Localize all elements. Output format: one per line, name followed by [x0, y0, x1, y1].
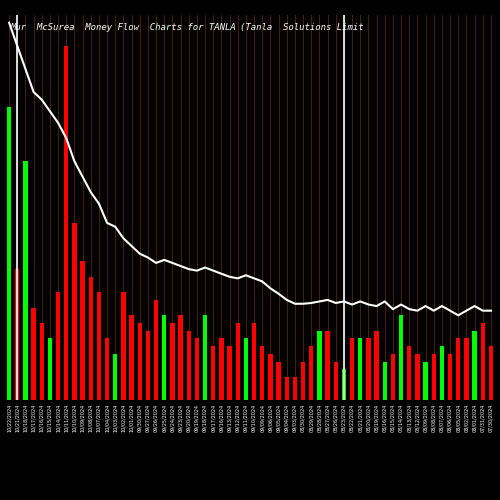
Text: (Tanla  Solutions Limit: (Tanla Solutions Limit [240, 22, 364, 32]
Bar [219, 338, 224, 400]
Bar [56, 292, 60, 400]
Bar [432, 354, 436, 400]
Bar [7, 108, 12, 400]
Bar [105, 338, 110, 400]
Bar [424, 362, 428, 400]
Bar [260, 346, 264, 400]
Bar [178, 316, 183, 400]
Bar [350, 338, 354, 400]
Bar [480, 323, 485, 400]
Bar [194, 338, 199, 400]
Bar [366, 338, 370, 400]
Bar [64, 46, 68, 400]
Bar [48, 338, 52, 400]
Bar [80, 262, 85, 400]
Bar [399, 316, 404, 400]
Bar [146, 330, 150, 400]
Bar [138, 323, 142, 400]
Bar [472, 330, 477, 400]
Bar [252, 323, 256, 400]
Bar [276, 362, 281, 400]
Text: Mur  McSurea  Money Flow  Charts for TANLA: Mur McSurea Money Flow Charts for TANLA [10, 22, 235, 32]
Bar [121, 292, 126, 400]
Bar [268, 354, 272, 400]
Bar [72, 223, 76, 400]
Bar [23, 162, 28, 400]
Bar [382, 362, 387, 400]
Bar [390, 354, 395, 400]
Bar [464, 338, 468, 400]
Bar [96, 292, 101, 400]
Bar [186, 330, 191, 400]
Bar [334, 362, 338, 400]
Bar [113, 354, 117, 400]
Bar [15, 269, 20, 400]
Bar [301, 362, 306, 400]
Bar [374, 330, 379, 400]
Bar [228, 346, 232, 400]
Bar [407, 346, 412, 400]
Bar [88, 277, 93, 400]
Bar [415, 354, 420, 400]
Bar [130, 316, 134, 400]
Bar [358, 338, 362, 400]
Bar [244, 338, 248, 400]
Bar [440, 346, 444, 400]
Bar [40, 323, 44, 400]
Bar [211, 346, 216, 400]
Bar [236, 323, 240, 400]
Bar [170, 323, 174, 400]
Bar [326, 330, 330, 400]
Bar [448, 354, 452, 400]
Bar [154, 300, 158, 400]
Bar [317, 330, 322, 400]
Bar [488, 346, 493, 400]
Bar [342, 369, 346, 400]
Bar [456, 338, 460, 400]
Bar [203, 316, 207, 400]
Bar [309, 346, 314, 400]
Bar [292, 377, 297, 400]
Bar [162, 316, 166, 400]
Bar [284, 377, 289, 400]
Bar [32, 308, 36, 400]
